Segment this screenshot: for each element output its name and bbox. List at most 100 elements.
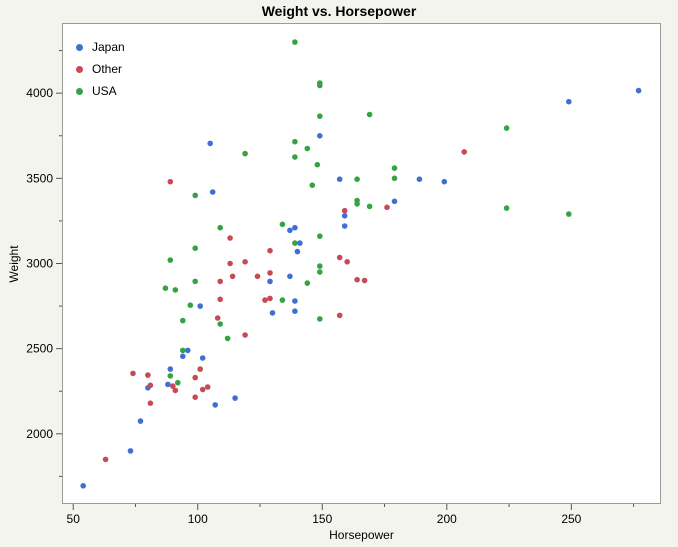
data-point-japan[interactable] xyxy=(137,418,144,424)
legend-item-japan[interactable]: Japan xyxy=(76,36,125,58)
data-point-japan[interactable] xyxy=(287,273,293,280)
data-point-japan[interactable] xyxy=(341,213,348,219)
data-point-usa[interactable] xyxy=(391,175,398,182)
data-point-japan[interactable] xyxy=(317,133,323,139)
data-point-other[interactable] xyxy=(227,235,233,241)
data-point-japan[interactable] xyxy=(180,353,186,360)
data-point-usa[interactable] xyxy=(180,317,186,324)
data-point-usa[interactable] xyxy=(309,182,316,188)
data-point-other[interactable] xyxy=(267,270,273,276)
data-point-usa[interactable] xyxy=(242,150,248,157)
data-point-other[interactable] xyxy=(336,312,343,319)
data-point-japan[interactable] xyxy=(232,395,238,401)
data-point-other[interactable] xyxy=(254,273,261,280)
legend-item-usa[interactable]: USA xyxy=(76,80,125,102)
data-point-other[interactable] xyxy=(192,374,198,381)
data-point-japan[interactable] xyxy=(185,347,191,354)
data-point-usa[interactable] xyxy=(292,138,298,145)
data-point-japan[interactable] xyxy=(341,223,348,229)
data-point-usa[interactable] xyxy=(317,263,323,269)
data-point-other[interactable] xyxy=(242,332,248,338)
data-point-other[interactable] xyxy=(361,277,368,284)
data-point-usa[interactable] xyxy=(217,224,223,231)
data-point-usa[interactable] xyxy=(317,316,323,322)
data-point-usa[interactable] xyxy=(292,39,298,45)
data-point-japan[interactable] xyxy=(269,310,276,316)
data-point-usa[interactable] xyxy=(175,379,181,386)
data-point-other[interactable] xyxy=(217,278,223,285)
data-point-japan[interactable] xyxy=(336,176,343,182)
data-point-other[interactable] xyxy=(267,247,273,254)
data-point-usa[interactable] xyxy=(304,280,311,286)
data-point-usa[interactable] xyxy=(292,240,298,246)
data-point-other[interactable] xyxy=(227,260,233,267)
data-point-usa[interactable] xyxy=(354,176,360,182)
data-point-usa[interactable] xyxy=(503,205,510,211)
data-point-japan[interactable] xyxy=(294,248,301,255)
data-point-japan[interactable] xyxy=(167,366,174,372)
data-point-usa[interactable] xyxy=(566,211,572,217)
data-point-japan[interactable] xyxy=(292,224,298,231)
data-point-other[interactable] xyxy=(262,297,268,303)
data-point-japan[interactable] xyxy=(80,483,86,489)
data-point-usa[interactable] xyxy=(317,113,323,119)
data-point-other[interactable] xyxy=(199,386,206,393)
data-point-usa[interactable] xyxy=(172,287,179,293)
data-point-other[interactable] xyxy=(170,383,176,389)
data-point-other[interactable] xyxy=(217,296,223,303)
data-point-japan[interactable] xyxy=(165,381,171,388)
data-point-other[interactable] xyxy=(130,370,136,377)
data-point-usa[interactable] xyxy=(162,285,169,292)
data-point-other[interactable] xyxy=(147,400,154,407)
data-point-other[interactable] xyxy=(204,384,211,390)
data-point-other[interactable] xyxy=(341,207,348,214)
legend-item-other[interactable]: Other xyxy=(76,58,125,80)
data-point-usa[interactable] xyxy=(192,245,198,251)
data-point-usa[interactable] xyxy=(180,347,186,354)
data-point-japan[interactable] xyxy=(287,227,293,234)
data-point-other[interactable] xyxy=(461,149,468,155)
data-point-japan[interactable] xyxy=(441,178,448,185)
data-point-usa[interactable] xyxy=(292,154,298,160)
data-point-japan[interactable] xyxy=(267,278,273,285)
data-point-japan[interactable] xyxy=(212,402,218,408)
data-point-other[interactable] xyxy=(336,254,343,261)
data-point-usa[interactable] xyxy=(167,257,174,263)
data-point-other[interactable] xyxy=(167,178,174,185)
data-point-other[interactable] xyxy=(354,276,360,283)
data-point-other[interactable] xyxy=(267,295,273,302)
data-point-other[interactable] xyxy=(242,259,248,265)
data-point-japan[interactable] xyxy=(127,448,134,454)
data-point-usa[interactable] xyxy=(314,161,321,168)
data-point-usa[interactable] xyxy=(317,269,323,275)
data-point-japan[interactable] xyxy=(416,176,423,182)
data-point-japan[interactable] xyxy=(297,240,303,246)
data-point-usa[interactable] xyxy=(391,165,398,171)
data-point-usa[interactable] xyxy=(317,233,323,239)
data-point-japan[interactable] xyxy=(199,355,206,361)
data-point-other[interactable] xyxy=(145,372,151,378)
data-point-japan[interactable] xyxy=(635,87,642,94)
data-point-other[interactable] xyxy=(172,387,179,394)
data-point-other[interactable] xyxy=(192,394,198,401)
data-point-usa[interactable] xyxy=(279,297,286,303)
data-point-other[interactable] xyxy=(102,456,109,463)
data-point-usa[interactable] xyxy=(167,373,174,379)
data-point-usa[interactable] xyxy=(354,201,360,207)
data-point-usa[interactable] xyxy=(279,221,286,228)
data-point-usa[interactable] xyxy=(192,192,198,199)
data-point-usa[interactable] xyxy=(503,125,510,131)
data-point-japan[interactable] xyxy=(209,189,216,195)
data-point-other[interactable] xyxy=(147,382,154,389)
data-point-other[interactable] xyxy=(197,366,203,372)
data-point-usa[interactable] xyxy=(304,145,311,152)
data-point-japan[interactable] xyxy=(292,308,298,315)
plot-area[interactable] xyxy=(62,23,661,504)
data-point-japan[interactable] xyxy=(207,140,213,147)
data-point-usa[interactable] xyxy=(187,302,194,309)
data-point-usa[interactable] xyxy=(317,82,323,89)
data-point-other[interactable] xyxy=(344,259,351,265)
data-point-japan[interactable] xyxy=(391,198,398,205)
data-point-japan[interactable] xyxy=(197,303,203,309)
data-point-japan[interactable] xyxy=(292,298,298,304)
